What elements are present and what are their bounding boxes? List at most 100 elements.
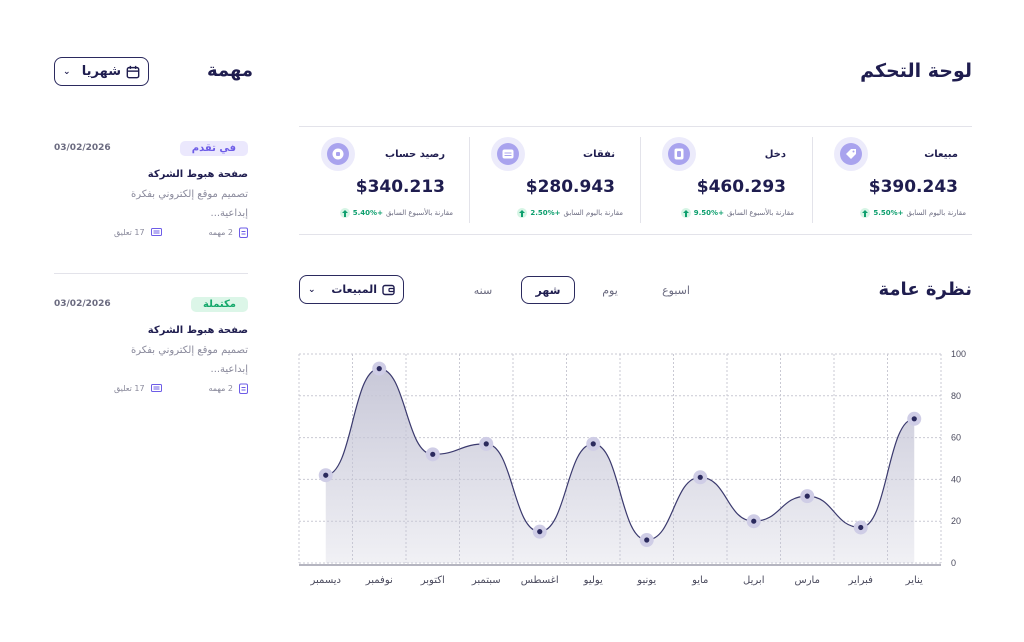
card-icon (491, 137, 525, 171)
task-description: تصميم موقع إلكتروني بفكرة إبداعية... (130, 345, 248, 375)
comments-label: 17 تعليق (114, 228, 145, 237)
change-percent: +2.50% (530, 209, 561, 217)
stat-card-balance: رصيد حساب $340.213 مقارنة بالأسبوع الساب… (299, 127, 467, 234)
x-tick-label: نوفمبر (365, 575, 393, 586)
data-point (376, 366, 382, 372)
stat-label: رصيد حساب (385, 149, 445, 160)
y-tick-label: 100 (951, 349, 966, 359)
task-description: تصميم موقع إلكتروني بفكرة إبداعية... (130, 189, 248, 219)
period-dropdown[interactable]: ⌄ شهريا (54, 57, 149, 86)
stat-label: مبيعات (924, 149, 958, 160)
divider (640, 137, 641, 223)
tab-month[interactable]: شهر (521, 276, 575, 304)
stat-label: نفقات (583, 149, 615, 160)
data-point (323, 472, 329, 478)
tab-day[interactable]: يوم (602, 283, 618, 297)
divider (812, 137, 813, 223)
task-card[interactable]: 03/02/2026 مكتملة صفحة هبوط الشركة تصميم… (54, 295, 248, 394)
data-point (537, 529, 543, 535)
x-tick-label: فبراير (848, 575, 874, 586)
divider (469, 137, 470, 223)
page-title: لوحة التحكم (860, 60, 972, 82)
stat-compare: مقارنة بالأسبوع السابق +5.40% (339, 208, 453, 218)
x-tick-label: مايو (691, 575, 708, 586)
data-point (804, 493, 810, 499)
x-tick-label: يونيو (636, 575, 656, 586)
x-tick-label: ابريل (743, 575, 764, 586)
metric-dropdown[interactable]: ⌄ المبيعات (299, 275, 404, 304)
clipboard-icon (239, 383, 248, 394)
stat-card-expenses: نفقات $280.943 مقارنة باليوم السابق +2.5… (469, 127, 637, 234)
stat-value: $390.243 (868, 177, 958, 197)
stat-value: $340.213 (355, 177, 445, 197)
data-point (751, 518, 757, 524)
x-tick-label: سبتمبر (471, 575, 501, 586)
compare-text: مقارنة باليوم السابق (563, 209, 623, 217)
data-point (644, 537, 650, 543)
subtasks-label: 2 مهمه (208, 228, 233, 237)
subtasks-count[interactable]: 2 مهمه (208, 227, 248, 238)
data-point (590, 441, 596, 447)
arrow-up-icon (339, 208, 350, 218)
data-point (483, 441, 489, 447)
area-fill (325, 368, 915, 563)
tag-icon (834, 137, 868, 171)
calendar-icon (126, 65, 140, 78)
task-title: صفحة هبوط الشركة (147, 325, 248, 336)
tab-week[interactable]: اسبوع (662, 283, 690, 297)
stat-card-income: دخل $460.293 مقارنة بالأسبوع السابق +9.5… (640, 127, 808, 234)
y-tick-label: 80 (951, 391, 961, 401)
stat-value: $460.293 (696, 177, 786, 197)
change-percent: +5.50% (873, 209, 904, 217)
data-point (430, 451, 436, 457)
wallet-icon (382, 284, 395, 295)
x-tick-label: مارس (795, 575, 820, 586)
change-percent: +5.40% (352, 209, 383, 217)
stat-value: $280.943 (525, 177, 615, 197)
x-tick-label: يوليو (583, 575, 603, 586)
stat-compare: مقارنة بالأسبوع السابق +9.50% (680, 208, 794, 218)
stat-compare: مقارنة باليوم السابق +2.50% (517, 208, 623, 218)
task-card[interactable]: 03/02/2026 في تقدم صفحة هبوط الشركة تصمي… (54, 139, 248, 238)
comments-label: 17 تعليق (114, 384, 145, 393)
tab-year[interactable]: سنه (473, 283, 493, 297)
comment-icon (150, 228, 162, 236)
compare-text: مقارنة بالأسبوع السابق (385, 209, 453, 217)
change-percent: +9.50% (693, 209, 724, 217)
divider (299, 126, 972, 127)
task-title: صفحة هبوط الشركة (147, 169, 248, 180)
x-tick-label: اكتوبر (420, 575, 445, 586)
data-point (858, 524, 864, 531)
compare-text: مقارنة باليوم السابق (906, 209, 966, 217)
data-point (697, 474, 703, 480)
arrow-up-icon (680, 208, 691, 218)
task-date: 03/02/2026 (54, 299, 111, 309)
tasks-title: مهمة (207, 60, 254, 81)
x-tick-label: يناير (905, 575, 923, 586)
y-tick-label: 0 (951, 558, 956, 568)
stat-card-sales: مبيعات $390.243 مقارنة باليوم السابق +5.… (812, 127, 980, 234)
stat-compare: مقارنة باليوم السابق +5.50% (860, 208, 966, 218)
comments-count[interactable]: 17 تعليق (114, 384, 162, 393)
chevron-down-icon: ⌄ (308, 284, 316, 295)
chevron-down-icon: ⌄ (63, 66, 71, 77)
comments-count[interactable]: 17 تعليق (114, 228, 162, 237)
series-line (325, 368, 915, 541)
divider (54, 273, 248, 274)
divider (299, 234, 972, 235)
compare-text: مقارنة بالأسبوع السابق (726, 209, 794, 217)
arrow-up-icon (860, 208, 871, 218)
x-tick-label: ديسمبر (310, 575, 341, 586)
status-badge: مكتملة (191, 296, 248, 312)
x-tick-label: اغسطس (521, 575, 559, 586)
overview-title: نظرة عامة (878, 279, 973, 300)
subtasks-count[interactable]: 2 مهمه (208, 383, 248, 394)
status-badge: في تقدم (179, 140, 248, 156)
period-label: شهريا (81, 64, 121, 79)
coin-icon (321, 137, 355, 171)
y-tick-label: 40 (951, 474, 961, 484)
clipboard-icon (239, 227, 248, 238)
task-date: 03/02/2026 (54, 143, 111, 153)
subtasks-label: 2 مهمه (208, 384, 233, 393)
